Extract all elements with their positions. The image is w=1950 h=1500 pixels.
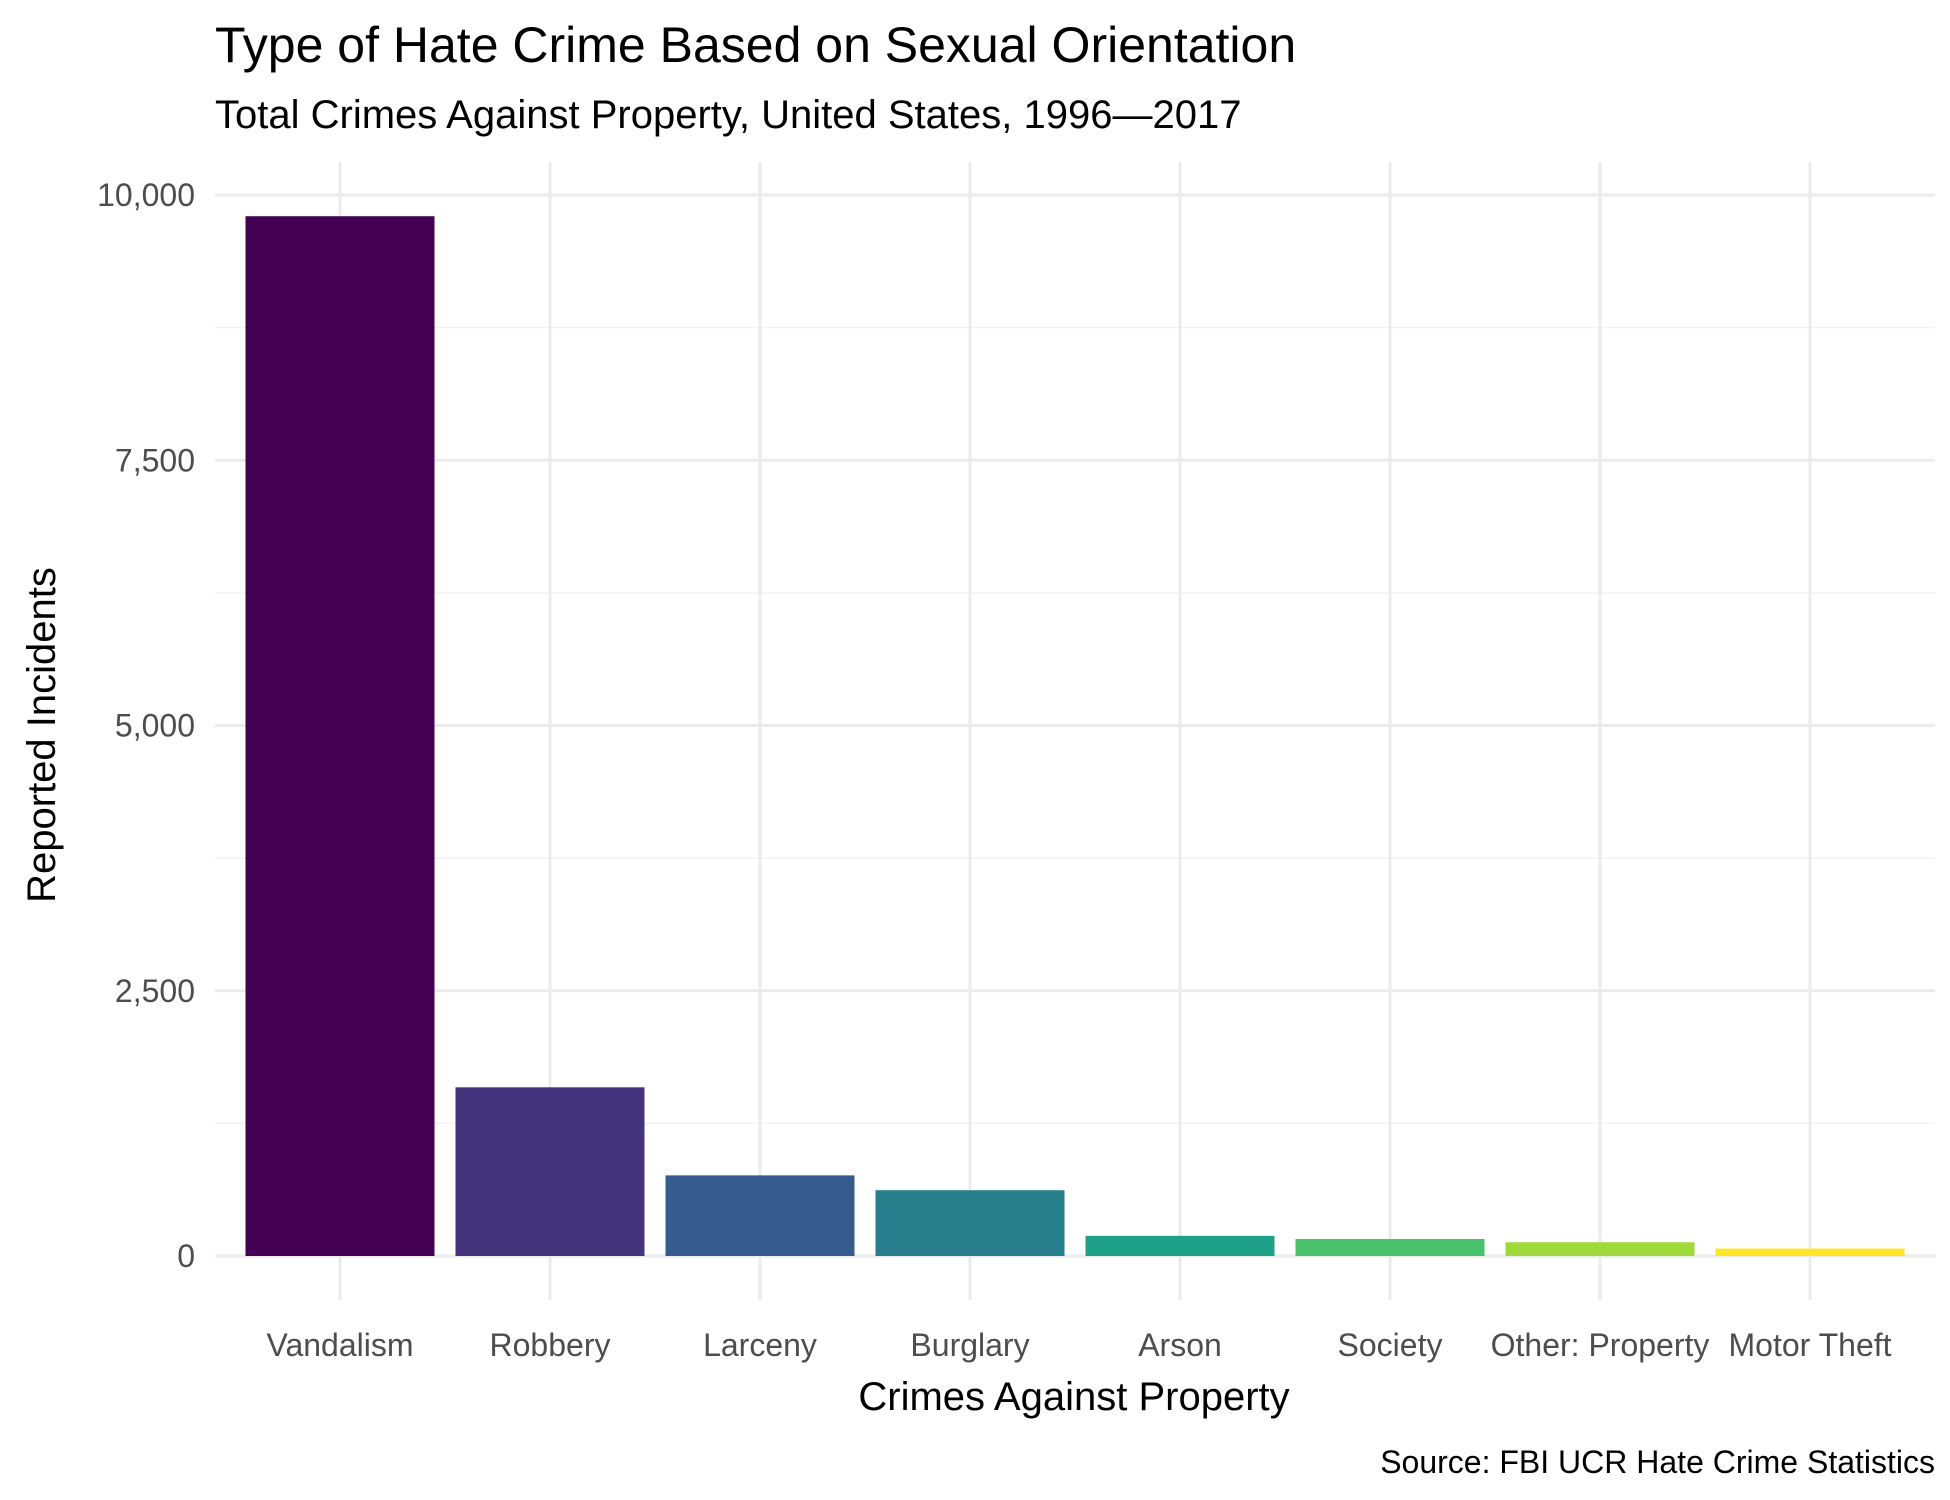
bar-motor-theft <box>1715 1248 1905 1256</box>
chart-caption: Source: FBI UCR Hate Crime Statistics <box>1380 1444 1935 1480</box>
grid-lines <box>215 162 1935 1300</box>
bar-robbery <box>455 1087 645 1256</box>
x-tick-label: Motor Theft <box>1728 1327 1891 1363</box>
bar-other-property <box>1505 1242 1695 1256</box>
x-tick-label: Arson <box>1138 1327 1222 1363</box>
y-axis-title: Reported Incidents <box>20 567 64 903</box>
x-tick-label: Burglary <box>910 1327 1029 1363</box>
x-tick-label: Robbery <box>490 1327 611 1363</box>
y-tick-label: 0 <box>177 1238 195 1274</box>
x-tick-label: Larceny <box>703 1327 817 1363</box>
x-axis-title: Crimes Against Property <box>858 1375 1289 1419</box>
x-axis-tick-labels: Vandalism Robbery Larceny Burglary Arson Soci… <box>266 1327 1891 1363</box>
bars <box>245 216 1905 1257</box>
bar-burglary <box>875 1190 1065 1256</box>
x-tick-label: Other: Property <box>1491 1327 1710 1363</box>
y-tick-label: 7,500 <box>115 442 195 478</box>
y-tick-label: 5,000 <box>115 708 195 744</box>
chart-subtitle: Total Crimes Against Property, United St… <box>215 93 1241 137</box>
x-tick-label: Vandalism <box>266 1327 413 1363</box>
bar-vandalism <box>245 216 435 1257</box>
x-tick-label: Society <box>1338 1327 1443 1363</box>
y-tick-label: 10,000 <box>97 177 195 213</box>
chart-title: Type of Hate Crime Based on Sexual Orien… <box>215 17 1296 73</box>
bar-larceny <box>665 1175 855 1256</box>
bar-arson <box>1085 1235 1275 1256</box>
bar-society <box>1295 1239 1485 1256</box>
y-axis-tick-labels: 0 2,500 5,000 7,500 10,000 <box>97 177 195 1274</box>
y-tick-label: 2,500 <box>115 973 195 1009</box>
